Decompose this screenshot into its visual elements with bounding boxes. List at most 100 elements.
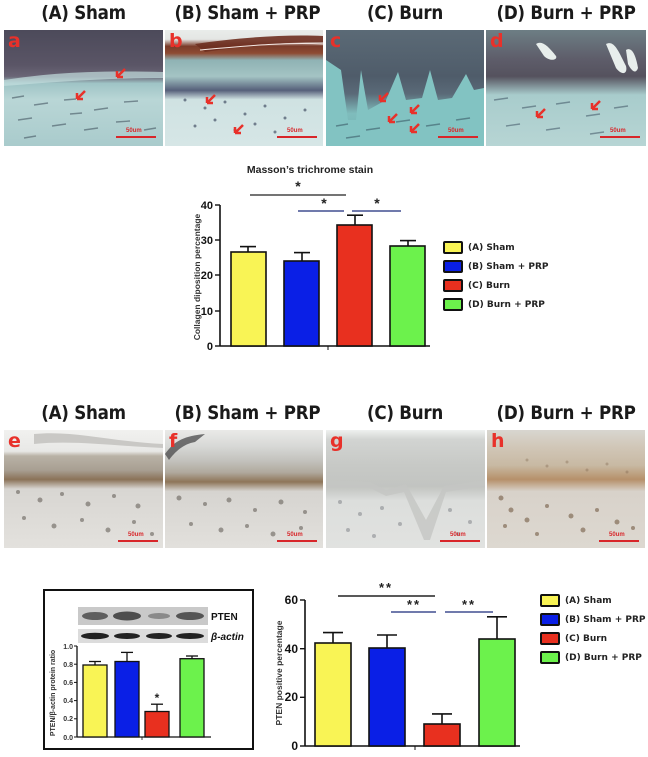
y-tick-label: 40: [201, 200, 213, 212]
legend-swatch: [443, 298, 463, 311]
panel-letter-c: c: [330, 30, 342, 52]
red-arrow-icon: [233, 124, 244, 135]
beta-actin-band-label: β-actin: [210, 632, 244, 643]
y-axis-label: PTEN positive percentage: [274, 620, 284, 725]
scale-bar: [118, 540, 158, 542]
ihc-texture-e: [16, 433, 163, 536]
legend-swatch: [443, 260, 463, 273]
legend-swatch: [540, 594, 560, 607]
ihc-panel-g: g 50um: [326, 430, 485, 548]
legend2-item-sham-prp: (B) Sham + PRP: [540, 613, 646, 626]
significance-star: **: [462, 597, 476, 612]
inset-y-tick-label: 0.6: [63, 680, 73, 687]
histology-panel-a: a 50um: [4, 30, 163, 146]
legend-label: (A) Sham: [565, 595, 612, 606]
inset-y-tick-label: 0.2: [63, 716, 73, 723]
y-tick-label: 20: [201, 270, 213, 282]
histology-panel-c: c 50um: [326, 30, 484, 146]
legend-label: (D) Burn + PRP: [565, 652, 642, 663]
row2-header-c: (C) Burn: [366, 402, 444, 424]
collagen-bar-chart: Masson’s trichrome stain * * * 40 30 20 …: [192, 164, 430, 353]
panel-letter-b: b: [169, 30, 183, 52]
bar-sham-prp: [368, 647, 406, 747]
histology-panel-d: d 50um: [486, 30, 646, 146]
scale-bar: [600, 136, 640, 138]
bar-burn-prp: [478, 638, 516, 747]
pten-band-label: PTEN: [211, 612, 238, 623]
significance-star: **: [407, 597, 421, 612]
legend-swatch: [443, 241, 463, 254]
legend2-item-sham: (A) Sham: [540, 594, 612, 607]
row1-header-b: (B) Sham + PRP: [174, 2, 321, 24]
scale-bar: [277, 136, 317, 138]
legend-item-burn: (C) Burn: [443, 279, 510, 292]
scale-bar: [440, 540, 480, 542]
western-blot-chart: PTEN β-actin 1.0 0.8 0.6 0.4 0.2 0.0 PTE…: [50, 607, 244, 742]
legend-swatch: [540, 613, 560, 626]
tissue-texture-d: [493, 42, 638, 135]
row2-header-a: (A) Sham: [41, 402, 126, 424]
red-arrow-icon: [409, 104, 420, 115]
panel-letter-d: d: [490, 30, 504, 52]
significance-star: *: [374, 195, 380, 211]
scale-bar-label: 50um: [450, 532, 466, 538]
y-tick-label: 0: [291, 739, 298, 753]
inset-y-tick-label: 0.4: [63, 698, 73, 705]
red-arrow-icon: [75, 90, 86, 101]
scale-bar-label: 50um: [448, 128, 464, 134]
ihc-panel-f: f 50um: [165, 430, 323, 548]
red-arrow-icon: [409, 123, 420, 134]
panel-letter-f: f: [169, 430, 178, 452]
red-arrow-icon: [387, 113, 398, 124]
inset-y-tick-label: 0.0: [63, 735, 73, 742]
bar-sham: [230, 251, 267, 347]
tissue-texture-a: [4, 71, 163, 139]
inset-bar-sham: [82, 664, 108, 738]
scale-bar-label: 50um: [126, 128, 142, 134]
row1-header-d: (D) Burn + PRP: [496, 2, 636, 24]
legend-label: (C) Burn: [565, 633, 608, 644]
y-axis-label: Collagen diposition percentage: [192, 213, 202, 340]
ihc-texture-h: [498, 458, 635, 536]
row2-header-d: (D) Burn + PRP: [496, 402, 636, 424]
beta-actin-blot-strip: [78, 629, 208, 643]
histology-panel-b: b 50um: [165, 30, 323, 146]
panel-letter-g: g: [330, 430, 344, 452]
bar-sham: [314, 642, 352, 747]
bar-sham-prp: [283, 260, 320, 347]
scale-bar: [438, 136, 478, 138]
y-tick-label: 40: [285, 642, 299, 656]
scale-bar-label: 50um: [128, 532, 144, 538]
y-tick-label: 60: [285, 593, 299, 607]
legend-label: (B) Sham + PRP: [565, 614, 646, 625]
y-tick-label: 10: [201, 306, 213, 318]
ihc-texture-g: [326, 480, 485, 540]
inset-bar-burn-prp: [179, 658, 205, 738]
legend-swatch: [540, 651, 560, 664]
scale-bar-label: 50um: [609, 532, 625, 538]
pten-bar-chart: ** ** ** 60 40 20 0 PTEN positive percen…: [274, 580, 520, 753]
inset-y-tick-label: 1.0: [63, 644, 73, 651]
row1-header-a: (A) Sham: [41, 2, 126, 24]
red-arrow-icon: [378, 92, 389, 103]
red-arrow-icon: [535, 108, 546, 119]
inset-bar-burn: [144, 710, 170, 738]
legend-swatch: [540, 632, 560, 645]
bar-burn-prp: [389, 245, 426, 347]
red-arrow-icon: [205, 94, 216, 105]
scale-bar: [116, 136, 156, 138]
scale-bar: [599, 540, 639, 542]
bar-burn: [423, 723, 461, 747]
scale-bar-label: 50um: [610, 128, 626, 134]
legend-item-sham-prp: (B) Sham + PRP: [443, 260, 549, 273]
legend-label: (D) Burn + PRP: [468, 299, 545, 310]
ihc-texture-f: [165, 434, 307, 537]
legend2-item-burn: (C) Burn: [540, 632, 607, 645]
red-arrow-icon: [115, 68, 126, 79]
ihc-panel-h: h 50um: [487, 430, 645, 548]
significance-star: **: [379, 580, 393, 595]
inset-y-tick-label: 0.8: [63, 662, 73, 669]
scale-bar-label: 50um: [287, 128, 303, 134]
scale-bar: [277, 540, 317, 542]
inset-significance-star: *: [155, 691, 160, 705]
